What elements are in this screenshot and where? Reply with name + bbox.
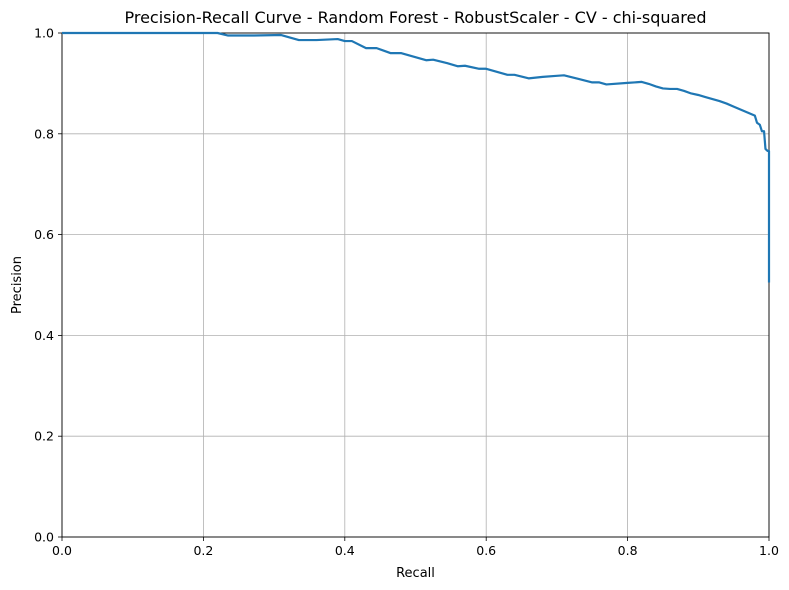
grid-layer: [61, 32, 770, 538]
x-tick-label: 0.8: [618, 543, 638, 558]
x-axis-label: Recall: [396, 566, 435, 581]
y-tick-label: 0.0: [34, 530, 54, 545]
x-tick-label: 0.2: [193, 543, 213, 558]
series-layer: [62, 31, 771, 283]
plot-frame: [61, 32, 770, 538]
y-tick-label: 0.6: [34, 227, 54, 242]
y-tick-label: 0.8: [34, 126, 54, 141]
x-tick-label: 1.0: [759, 543, 779, 558]
axes-layer: [61, 32, 770, 538]
x-tick-label: 0.4: [335, 543, 355, 558]
y-axis-label: Precision: [10, 256, 25, 314]
y-tick-label: 1.0: [34, 26, 54, 41]
y-tick-label: 0.2: [34, 429, 54, 444]
ticks-layer: 0.0 0.2 0.4 0.6 0.8 1.0 0.0 0.2 0.4 0.6 0.8 1.0: [34, 26, 779, 559]
x-tick-label: 0.0: [52, 543, 72, 558]
x-tick-label: 0.6: [476, 543, 496, 558]
chart-title: Precision-Recall Curve - Random Forest -…: [124, 8, 706, 27]
precision-recall-line: [62, 31, 771, 283]
y-tick-label: 0.4: [34, 328, 54, 343]
